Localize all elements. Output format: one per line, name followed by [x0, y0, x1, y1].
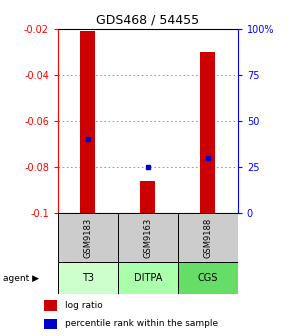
Title: GDS468 / 54455: GDS468 / 54455 — [96, 13, 200, 26]
Text: agent ▶: agent ▶ — [3, 274, 39, 283]
Bar — [58, 213, 118, 262]
Text: GSM9163: GSM9163 — [143, 218, 153, 258]
Bar — [118, 262, 178, 294]
Bar — [178, 262, 238, 294]
Bar — [44, 300, 57, 311]
Text: DITPA: DITPA — [134, 273, 162, 283]
Text: GSM9183: GSM9183 — [84, 218, 93, 258]
Bar — [118, 213, 178, 262]
Text: GSM9188: GSM9188 — [203, 218, 212, 258]
Bar — [44, 319, 57, 329]
Bar — [178, 213, 238, 262]
Text: log ratio: log ratio — [65, 301, 103, 310]
Bar — [80, 31, 95, 213]
Bar — [140, 181, 155, 213]
Text: T3: T3 — [82, 273, 94, 283]
Bar — [58, 262, 118, 294]
Text: CGS: CGS — [198, 273, 218, 283]
Bar — [200, 52, 215, 213]
Text: percentile rank within the sample: percentile rank within the sample — [65, 320, 218, 328]
